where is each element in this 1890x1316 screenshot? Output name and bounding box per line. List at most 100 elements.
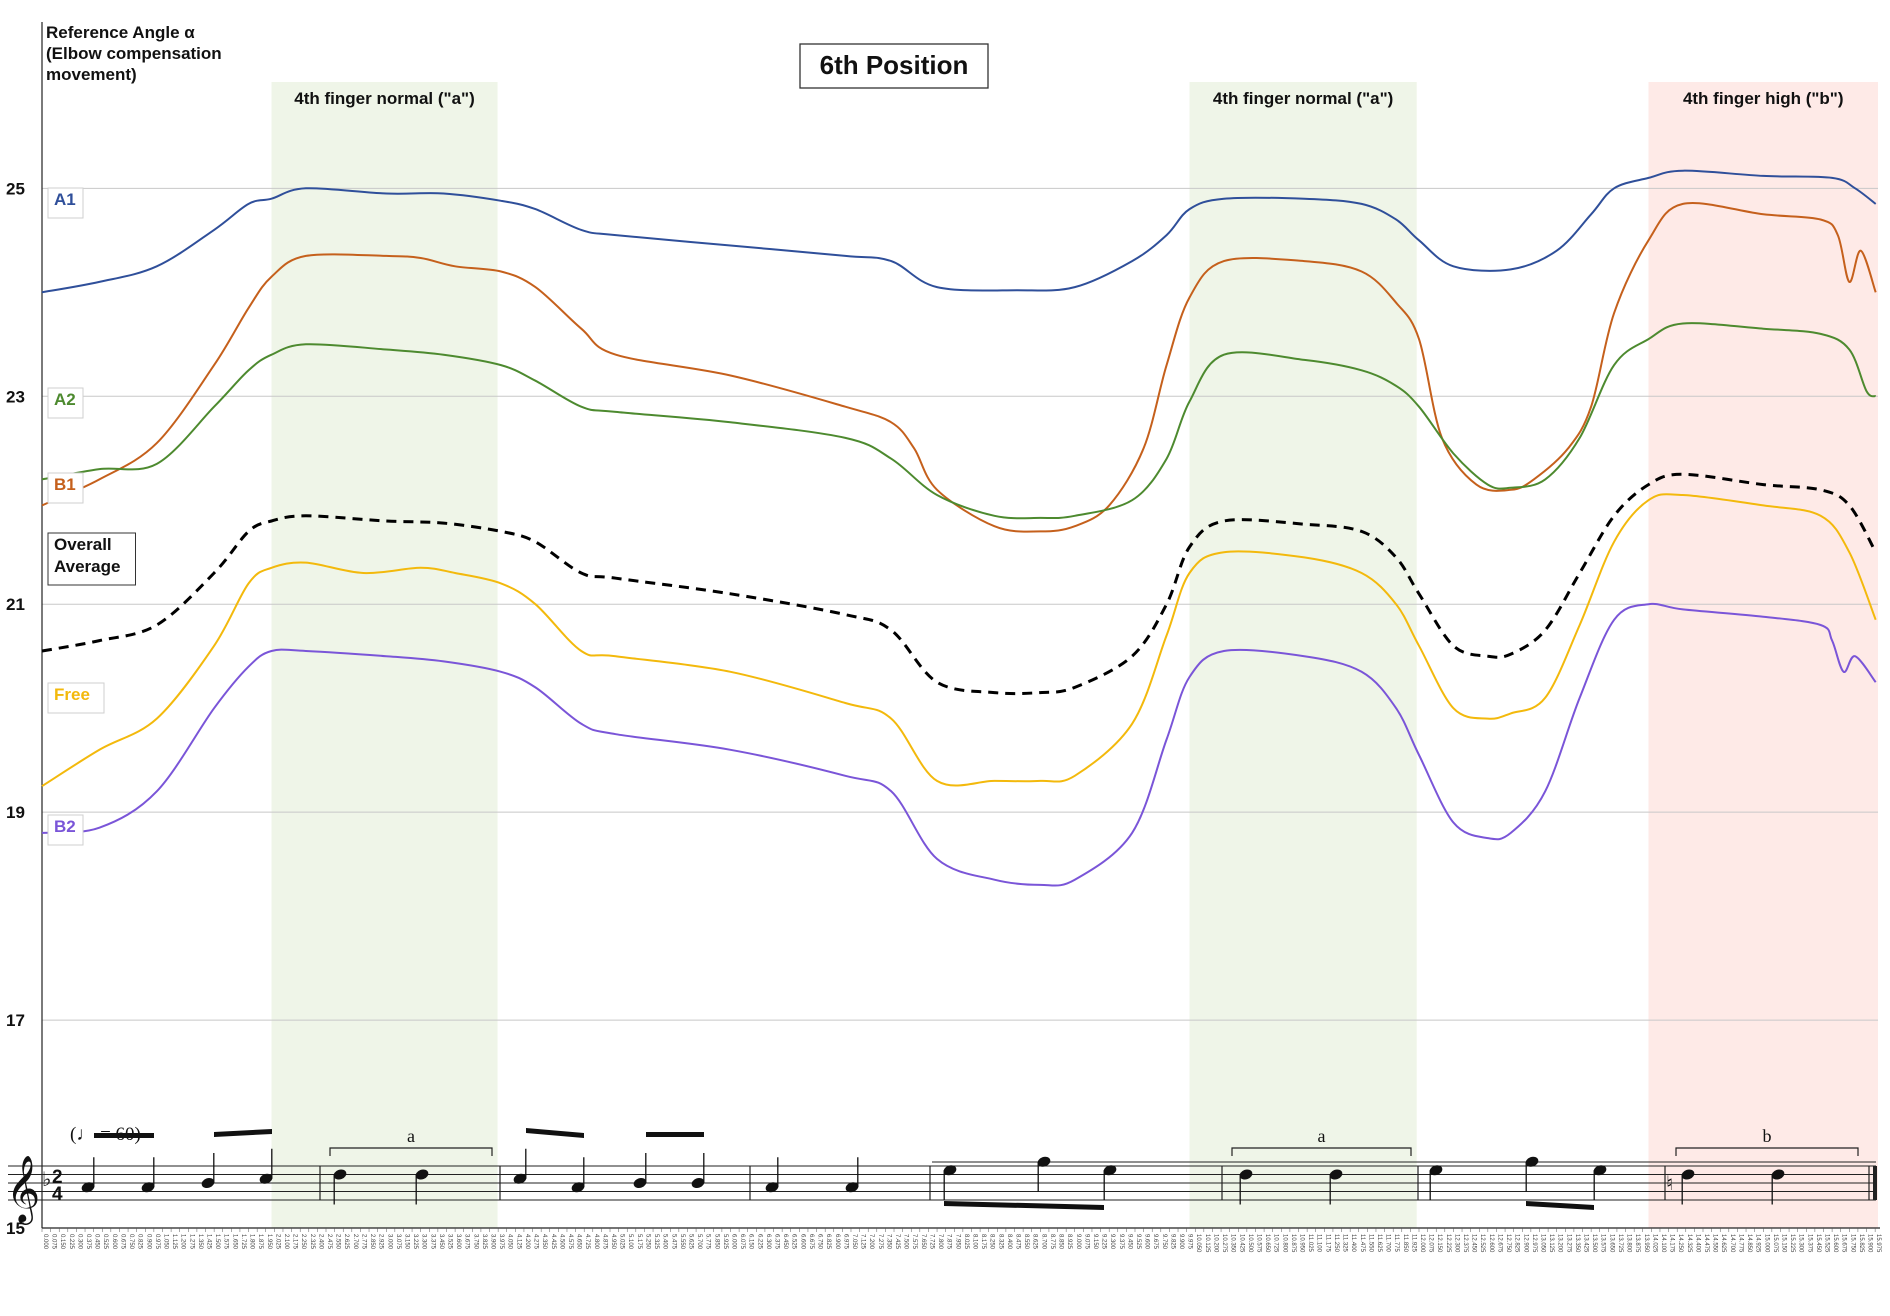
- x-tick-label: 4.350: [541, 1234, 547, 1250]
- x-tick-label: 7.275: [877, 1234, 883, 1250]
- x-tick-label: 1.050: [162, 1234, 168, 1250]
- x-tick-label: 4.500: [558, 1234, 564, 1250]
- y-tick-label-25: 25: [6, 179, 25, 198]
- x-tick-label: 12.375: [1462, 1234, 1468, 1253]
- x-tick-label: 7.575: [911, 1234, 917, 1250]
- x-tick-label: 13.800: [1626, 1234, 1632, 1253]
- x-tick-label: 8.700: [1040, 1234, 1046, 1250]
- x-tick-label: 11.925: [1410, 1234, 1416, 1253]
- x-tick-label: 12.225: [1445, 1234, 1451, 1253]
- highlight-band-2: [1648, 82, 1878, 1228]
- x-tick-label: 1.275: [188, 1234, 194, 1250]
- x-tick-label: 0.750: [128, 1234, 134, 1250]
- x-tick-label: 14.175: [1669, 1234, 1675, 1253]
- x-tick-label: 4.125: [515, 1234, 521, 1250]
- x-tick-label: 2.850: [369, 1234, 375, 1250]
- x-tick-label: 1.725: [240, 1234, 246, 1250]
- x-tick-label: 2.175: [292, 1234, 298, 1250]
- note-head: [1771, 1169, 1785, 1180]
- x-tick-label: 2.625: [343, 1234, 349, 1250]
- x-tick-label: 13.350: [1574, 1234, 1580, 1253]
- x-tick-label: 5.700: [696, 1234, 702, 1250]
- fingering-letter-0: a: [407, 1126, 415, 1146]
- x-tick-label: 5.475: [670, 1234, 676, 1250]
- note-head: [201, 1177, 215, 1189]
- x-tick-label: 1.125: [171, 1234, 177, 1250]
- band-label-layer: 4th finger normal ("a") 4th finger normal…: [294, 89, 1843, 108]
- x-tick-label: 1.575: [223, 1234, 229, 1250]
- x-tick-label: 12.525: [1479, 1234, 1485, 1253]
- x-tick-label: 6.150: [748, 1234, 754, 1250]
- final-barline-thick: [1873, 1166, 1877, 1200]
- x-tick-label: 6.000: [731, 1234, 737, 1250]
- x-tick-label: 0.675: [119, 1234, 125, 1250]
- x-tick-label: 13.950: [1643, 1234, 1649, 1253]
- x-tick-label: 12.600: [1488, 1234, 1494, 1253]
- x-tick-label: 8.175: [980, 1234, 986, 1250]
- x-tick-label: 6.975: [842, 1234, 848, 1250]
- x-tick-label: 0.000: [42, 1234, 48, 1250]
- note-head: [1103, 1165, 1117, 1176]
- note-head: [691, 1177, 705, 1189]
- x-tick-label: 12.750: [1505, 1234, 1511, 1253]
- legend-item-a2: A2: [47, 387, 84, 419]
- x-tick-label: 9.600: [1144, 1234, 1150, 1250]
- x-tick-label: 11.700: [1385, 1234, 1391, 1253]
- x-tick-label: 2.025: [274, 1234, 280, 1250]
- x-tick-label: 4.650: [576, 1234, 582, 1250]
- legend-item-a1: A1: [47, 187, 84, 219]
- x-tick-label: 7.050: [851, 1234, 857, 1250]
- x-tick-label: 9.750: [1161, 1234, 1167, 1250]
- x-tick-label: 6.225: [756, 1234, 762, 1250]
- x-tick-label: 5.100: [627, 1234, 633, 1250]
- x-tick-label: 6.375: [774, 1234, 780, 1250]
- x-tick-label: 2.475: [326, 1234, 332, 1250]
- x-tick-label: 9.225: [1101, 1234, 1107, 1250]
- legend-label: Free: [54, 685, 90, 704]
- x-tick-label: 1.200: [180, 1234, 186, 1250]
- x-tick-label: 8.625: [1032, 1234, 1038, 1250]
- x-tick-label: 10.200: [1212, 1234, 1218, 1253]
- highlight-band-1: [1189, 82, 1417, 1228]
- x-tick-label: 11.100: [1316, 1234, 1322, 1253]
- x-tick-label: 1.875: [257, 1234, 263, 1250]
- grid-layer: [42, 187, 1878, 1021]
- x-tick-label: 13.200: [1557, 1234, 1563, 1253]
- x-tick-label: 6.300: [765, 1234, 771, 1250]
- x-tick-label: 15.675: [1841, 1234, 1847, 1253]
- x-tick-label: 3.300: [421, 1234, 427, 1250]
- x-tick-label: 14.025: [1651, 1234, 1657, 1253]
- x-tick-label: 11.475: [1359, 1234, 1365, 1253]
- x-tick-label: 8.775: [1049, 1234, 1055, 1250]
- x-tick-label: 3.900: [490, 1234, 496, 1250]
- x-tick-label: 15.375: [1806, 1234, 1812, 1253]
- x-tick-label: 4.050: [507, 1234, 513, 1250]
- x-tick-label: 5.625: [687, 1234, 693, 1250]
- x-tick-label: 2.775: [360, 1234, 366, 1250]
- x-tick-label: 9.375: [1118, 1234, 1124, 1250]
- chart-title-box: 6th Position: [799, 43, 989, 89]
- x-tick-label: 5.175: [636, 1234, 642, 1250]
- x-tick-label: 15.150: [1780, 1234, 1786, 1253]
- x-tick-label: 14.325: [1686, 1234, 1692, 1253]
- x-tick-label: 15.000: [1763, 1234, 1769, 1253]
- x-tick-label: 13.275: [1565, 1234, 1571, 1253]
- x-tick-label: 10.725: [1273, 1234, 1279, 1253]
- natural-icon: ♮: [1666, 1173, 1673, 1195]
- treble-clef-icon: 𝄞: [6, 1156, 40, 1225]
- x-tick-label: 0.900: [145, 1234, 151, 1250]
- note-beam: [94, 1133, 154, 1138]
- x-tick-label: 9.150: [1092, 1234, 1098, 1250]
- flat-icon: ♭: [42, 1169, 51, 1191]
- xtick-layer: 0.000 0.075 0.150 0.225 0.300 0.375 0.450 0.525…: [41, 1228, 1881, 1253]
- note-head: [943, 1165, 957, 1176]
- x-tick-label: 12.825: [1514, 1234, 1520, 1253]
- x-tick-label: 14.475: [1703, 1234, 1709, 1253]
- x-tick-label: 3.375: [429, 1234, 435, 1250]
- ytick-layer: 15 17 19 21 23 25: [6, 179, 25, 1238]
- legend-item-b1: B1: [47, 472, 84, 504]
- x-tick-label: 10.575: [1255, 1234, 1261, 1253]
- x-tick-label: 1.650: [231, 1234, 237, 1250]
- x-tick-label: 5.250: [644, 1234, 650, 1250]
- note-head: [1525, 1156, 1539, 1167]
